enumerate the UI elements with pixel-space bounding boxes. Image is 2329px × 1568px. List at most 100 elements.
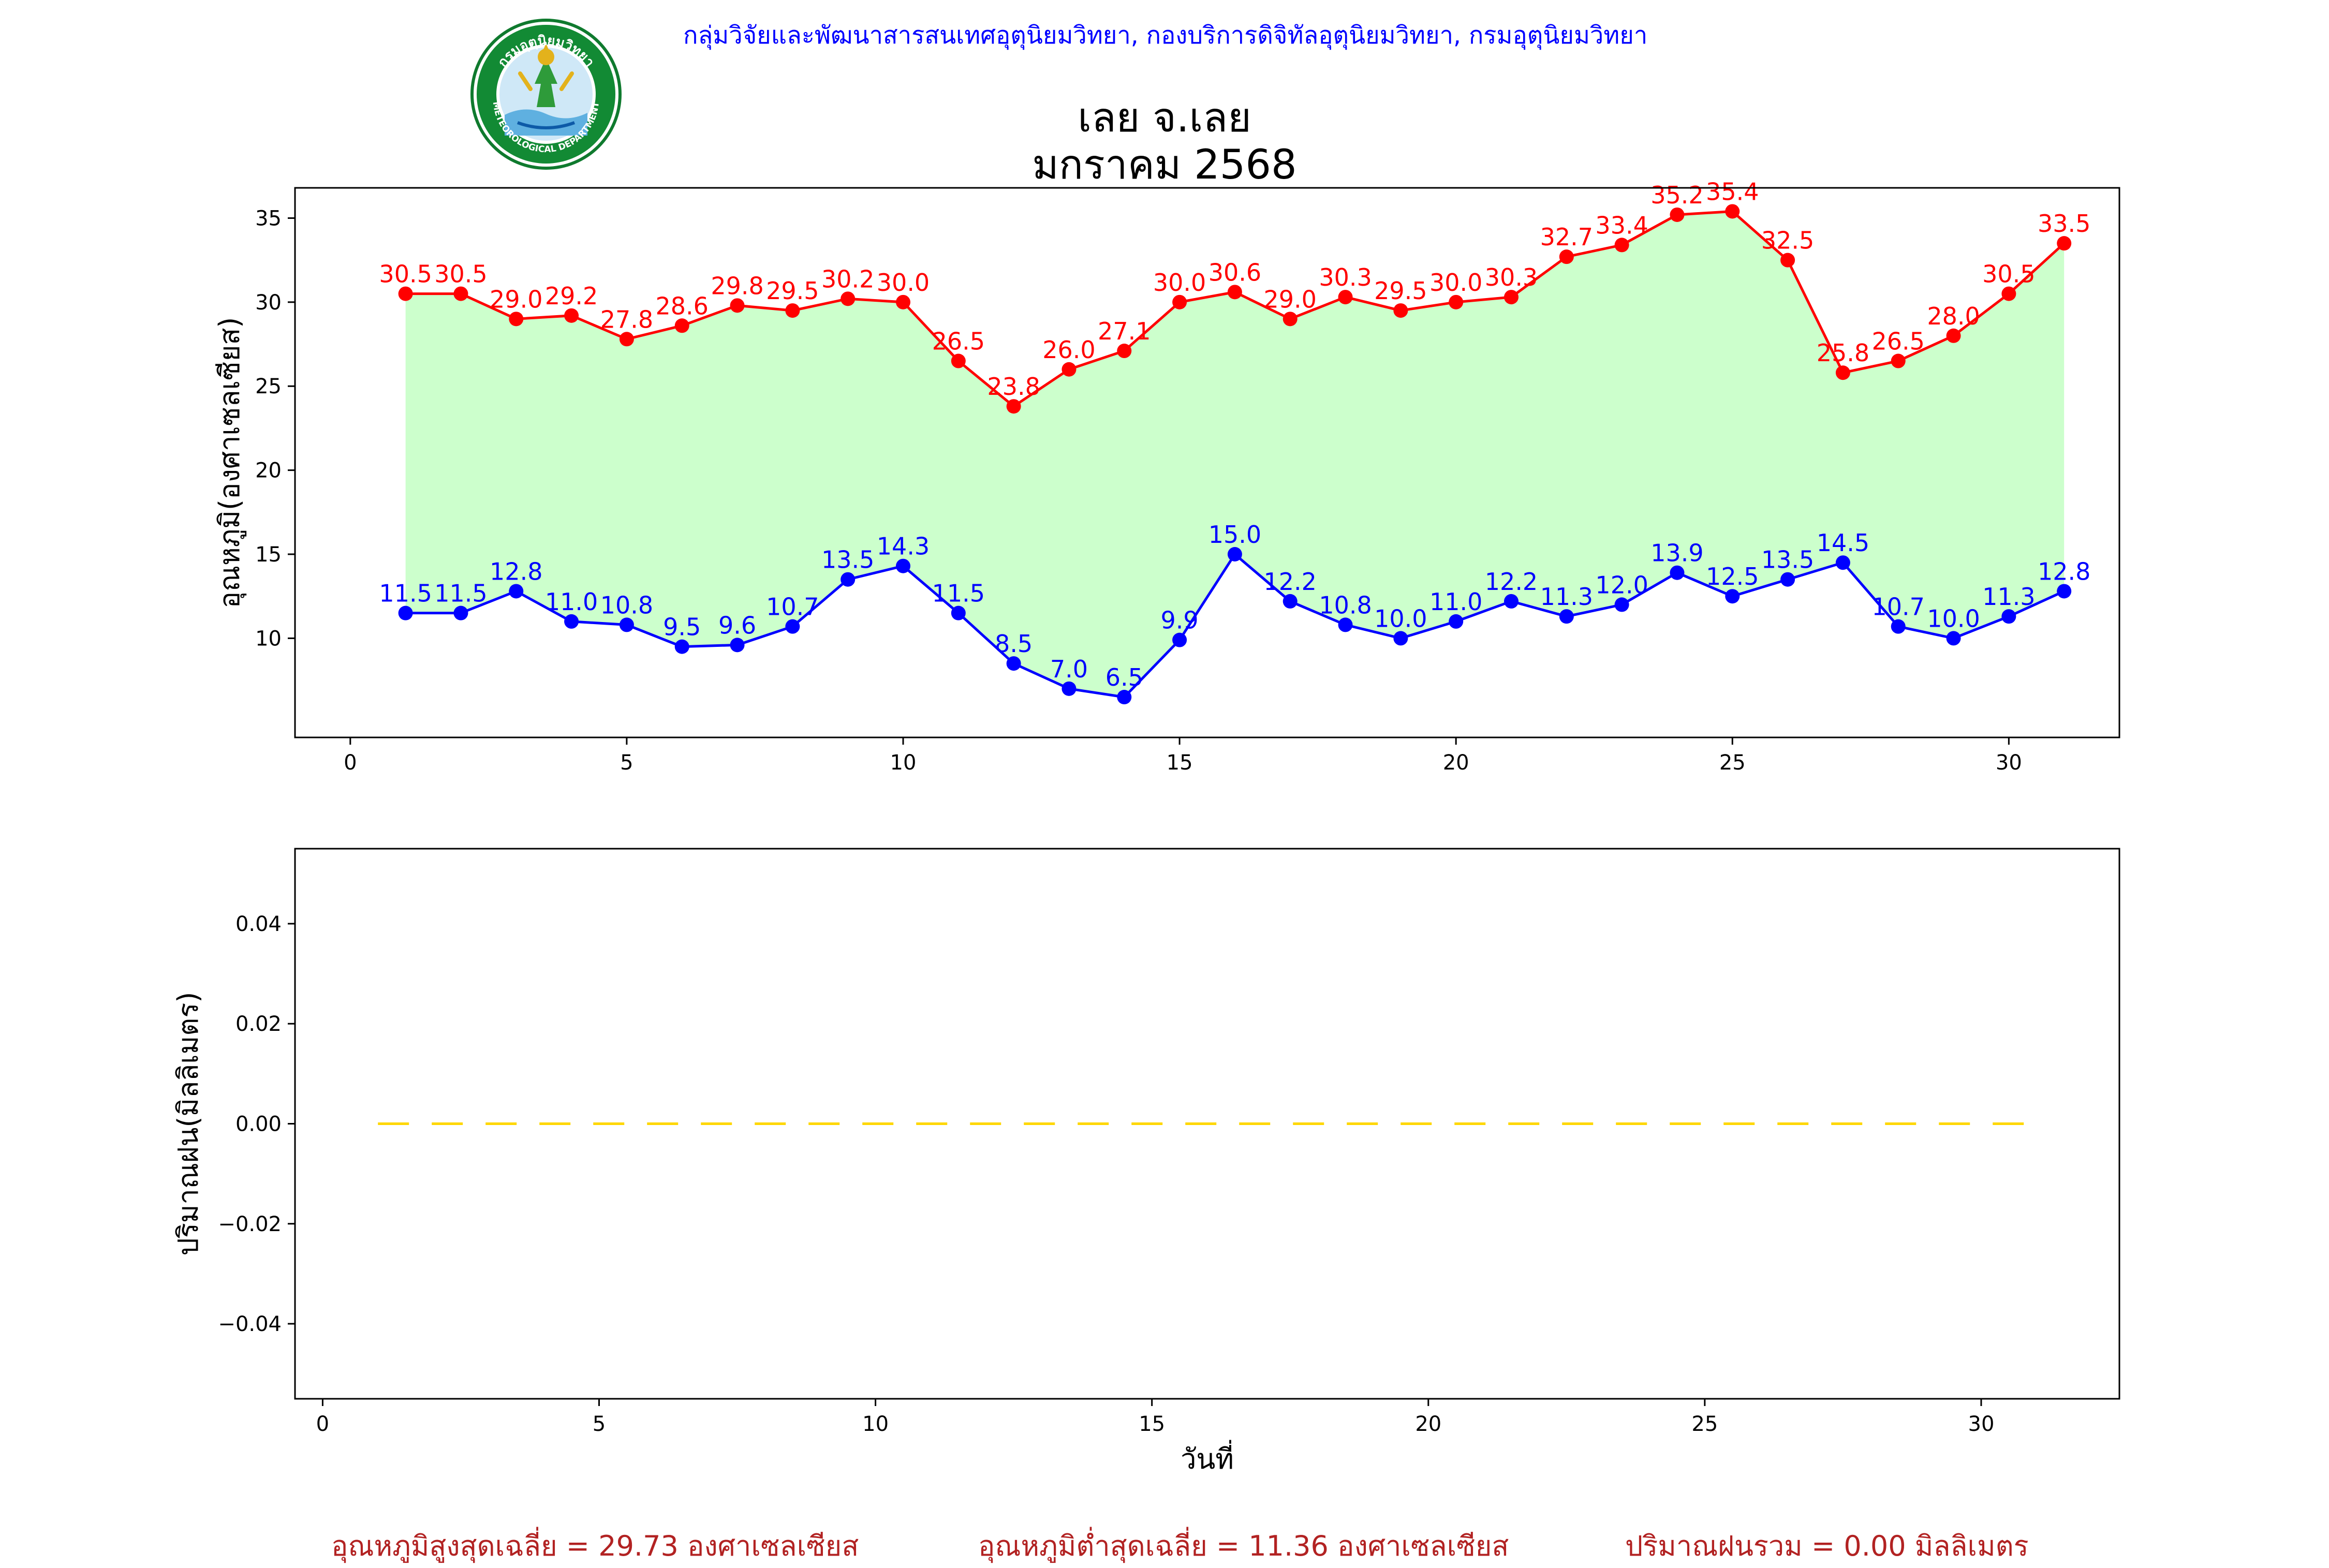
min-point (674, 639, 689, 654)
max-data-label: 30.3 (1319, 263, 1372, 291)
max-point (951, 353, 966, 368)
max-point (1670, 207, 1685, 222)
min-data-label: 12.8 (490, 557, 542, 585)
min-data-label: 15.0 (1208, 521, 1261, 549)
min-data-label: 11.5 (932, 580, 985, 608)
max-data-label: 30.5 (1982, 260, 2035, 288)
x-tick-label: 25 (1719, 751, 1746, 775)
x-axis-label: วันที่ (1181, 1440, 1234, 1475)
min-point (951, 605, 966, 620)
max-data-label: 30.3 (1485, 263, 1538, 291)
min-data-label: 12.5 (1706, 563, 1759, 590)
max-point (1006, 399, 1021, 414)
min-point (453, 605, 468, 620)
min-data-label: 12.2 (1264, 568, 1317, 596)
x-tick-label: 10 (862, 1412, 889, 1436)
max-point (1780, 253, 1795, 268)
min-point (1062, 681, 1077, 696)
max-point (1338, 290, 1353, 305)
min-point (1283, 594, 1298, 609)
x-tick-label: 25 (1691, 1412, 1718, 1436)
chart-panel-1: 30.5 30.529.0 29.227.8 28.629.8 29.5 30.2 30.0… (213, 177, 2120, 775)
min-point (1946, 631, 1961, 646)
min-data-label: 13.9 (1650, 539, 1703, 567)
min-point (2001, 609, 2016, 624)
max-point (1835, 365, 1850, 380)
x-tick-label: 30 (1996, 751, 2022, 775)
min-data-label: 10.0 (1927, 604, 1980, 632)
max-point (619, 332, 634, 347)
x-tick-label: 5 (593, 1412, 606, 1436)
max-point (896, 294, 910, 309)
min-point (398, 605, 413, 620)
chart-panel-2: 0 5 10 15 20 25 30 −0.04 −0.02 0.00 0.02 0.04 ปริมาณ… (172, 848, 2120, 1475)
max-point (785, 303, 800, 318)
max-point (841, 291, 856, 306)
seal-icon: กรมอุตุนิยมวิทยา METEOROLOGICAL DEPARTME… (470, 19, 622, 170)
min-data-label: 10.7 (766, 593, 819, 621)
max-data-label: 29.0 (1264, 285, 1317, 313)
min-point (1006, 656, 1021, 671)
min-data-label: 12.0 (1595, 571, 1648, 599)
min-data-label: 14.5 (1817, 529, 1869, 557)
min-data-label: 9.9 (1161, 607, 1199, 634)
max-data-label: 30.5 (379, 260, 432, 288)
max-data-label: 29.5 (1374, 277, 1427, 305)
min-point (1172, 632, 1187, 647)
min-point (730, 638, 745, 653)
max-data-label: 27.1 (1098, 317, 1151, 345)
max-data-label: 26.5 (1872, 328, 1925, 356)
max-data-label: 29.8 (711, 272, 763, 300)
min-point (1449, 614, 1464, 629)
max-point (1559, 249, 1574, 264)
x-tick-label: 5 (620, 751, 633, 775)
x-tick-label: 20 (1443, 751, 1469, 775)
x-tick-label: 30 (1968, 1412, 1995, 1436)
min-point (1725, 589, 1740, 604)
max-point (509, 312, 524, 327)
max-data-label: 29.2 (545, 282, 598, 310)
y-tick-label: 20 (255, 459, 282, 483)
y-tick-label: 15 (255, 543, 282, 567)
min-point (896, 558, 910, 573)
max-data-label: 30.0 (1153, 269, 1206, 297)
total-rainfall: ปริมาณฝนรวม = 0.00 มิลลิเมตร (1625, 1530, 2029, 1562)
min-data-label: 12.8 (2038, 557, 2090, 585)
min-point (1559, 609, 1574, 624)
y-tick-label: 0.04 (235, 912, 282, 936)
min-point (1835, 555, 1850, 570)
min-data-label: 11.3 (1982, 583, 2035, 611)
min-point (1614, 597, 1629, 612)
y-axis-label: ปริมาณฝน(มิลลิเมตร) (172, 992, 204, 1256)
y-tick-label: −0.02 (218, 1212, 282, 1236)
max-data-label: 30.0 (877, 269, 930, 297)
y-tick-label: 25 (255, 375, 282, 398)
max-point (1117, 344, 1132, 359)
max-point (730, 298, 745, 313)
min-point (841, 572, 856, 587)
organization-header: กลุ่มวิจัยและพัฒนาสารสนเทศอุตุนิยมวิทยา,… (683, 21, 1648, 50)
min-data-label: 10.0 (1374, 604, 1427, 632)
min-data-label: 10.7 (1872, 593, 1925, 621)
min-data-label: 14.3 (877, 532, 930, 560)
max-data-label: 33.4 (1595, 211, 1648, 239)
min-data-label: 13.5 (821, 546, 874, 574)
min-point (1891, 619, 1906, 634)
max-data-label: 30.5 (434, 260, 487, 288)
min-data-label: 9.5 (663, 613, 701, 641)
max-data-label: 26.5 (932, 328, 985, 356)
x-tick-label: 15 (1139, 1412, 1165, 1436)
min-data-label: 6.5 (1105, 663, 1143, 691)
max-point (1504, 290, 1519, 305)
max-point (398, 286, 413, 301)
avg-min-temperature: อุณหภูมิต่ำสุดเฉลี่ย = 11.36 องศาเซลเซีย… (978, 1530, 1509, 1562)
max-point (1062, 362, 1077, 377)
min-data-label: 10.8 (1319, 591, 1372, 619)
min-point (1504, 594, 1519, 609)
chart-subtitle: มกราคม 2568 (1032, 142, 1297, 188)
temperature-range-fill (405, 211, 2065, 698)
min-point (1393, 631, 1408, 646)
max-data-label: 23.8 (987, 373, 1040, 401)
avg-max-temperature: อุณหภูมิสูงสุดเฉลี่ย = 29.73 องศาเซลเซีย… (331, 1530, 859, 1562)
